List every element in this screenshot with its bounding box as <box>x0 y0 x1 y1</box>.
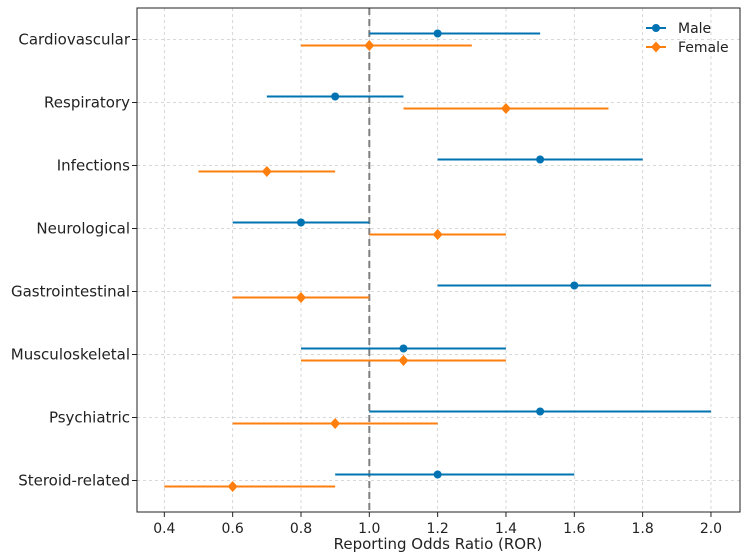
category-label: Infections <box>57 157 130 175</box>
female-point <box>398 355 409 366</box>
female-point <box>261 166 272 177</box>
male-point <box>536 155 545 164</box>
category-label: Psychiatric <box>49 409 130 427</box>
x-tick-label: 1.2 <box>427 521 449 537</box>
female-point <box>330 418 341 429</box>
female-point <box>500 103 511 114</box>
female-point <box>364 40 375 51</box>
female-point <box>295 292 306 303</box>
x-tick-label: 0.6 <box>222 521 244 537</box>
male-point <box>433 470 442 479</box>
axes: 0.4 0.6 0.8 1.0 1.2 1.4 1.6 1.8 2.0 Cardiovascula… <box>11 31 722 538</box>
x-axis-label: Reporting Odds Ratio (ROR) <box>334 535 543 553</box>
male-point <box>331 92 340 101</box>
female-point <box>432 229 443 240</box>
male-point <box>399 344 408 353</box>
female-legend-label: Female <box>678 40 729 56</box>
plot-frame <box>136 7 741 513</box>
grid <box>137 8 740 512</box>
legend: Male Female <box>646 21 729 56</box>
x-tick-label: 1.6 <box>563 521 585 537</box>
male-point <box>536 407 545 416</box>
category-label: Steroid-related <box>18 472 130 490</box>
category-label: Gastrointestinal <box>11 283 130 301</box>
male-point <box>296 218 305 227</box>
male-legend-marker <box>652 24 660 32</box>
category-label: Musculoskeletal <box>11 346 130 364</box>
x-tick-label: 1.4 <box>495 521 517 537</box>
x-tick-label: 0.8 <box>290 521 312 537</box>
x-tick-label: 0.4 <box>153 521 175 537</box>
category-label: Respiratory <box>44 94 130 112</box>
female-point <box>227 481 238 492</box>
category-label: Cardiovascular <box>18 31 130 49</box>
data-marks <box>164 29 711 492</box>
x-tick-label: 1.8 <box>631 521 653 537</box>
female-legend-marker <box>651 41 661 53</box>
category-label: Neurological <box>36 220 130 238</box>
x-tick-label: 1.0 <box>358 521 380 537</box>
male-legend-label: Male <box>678 21 711 37</box>
male-point <box>570 281 579 290</box>
male-point <box>433 29 442 38</box>
x-tick-label: 2.0 <box>700 521 722 537</box>
